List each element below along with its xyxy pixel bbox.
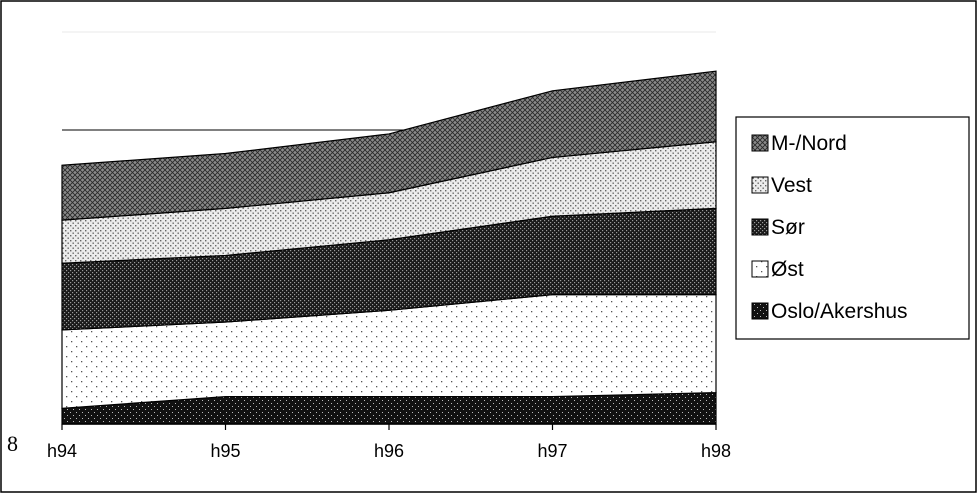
x-tick-label: h95 — [210, 441, 240, 461]
legend: M-/Nord Vest Sør Øst Oslo/Akershus — [736, 117, 969, 339]
legend-swatch — [752, 261, 768, 277]
legend-label: Øst — [771, 258, 804, 281]
legend-label: Sør — [771, 216, 805, 239]
stray-label: 8 — [7, 431, 18, 456]
x-tick-label: h94 — [47, 441, 77, 461]
x-tick-label: h97 — [537, 441, 567, 461]
x-tick-label: h98 — [701, 441, 731, 461]
legend-swatch — [752, 303, 768, 319]
x-tick-label: h96 — [374, 441, 404, 461]
legend-swatch — [752, 177, 768, 193]
legend-swatch — [752, 219, 768, 235]
legend-swatch — [752, 135, 768, 151]
legend-label: Vest — [771, 174, 812, 197]
legend-label: Oslo/Akershus — [771, 300, 908, 323]
legend-label: M-/Nord — [771, 132, 847, 155]
